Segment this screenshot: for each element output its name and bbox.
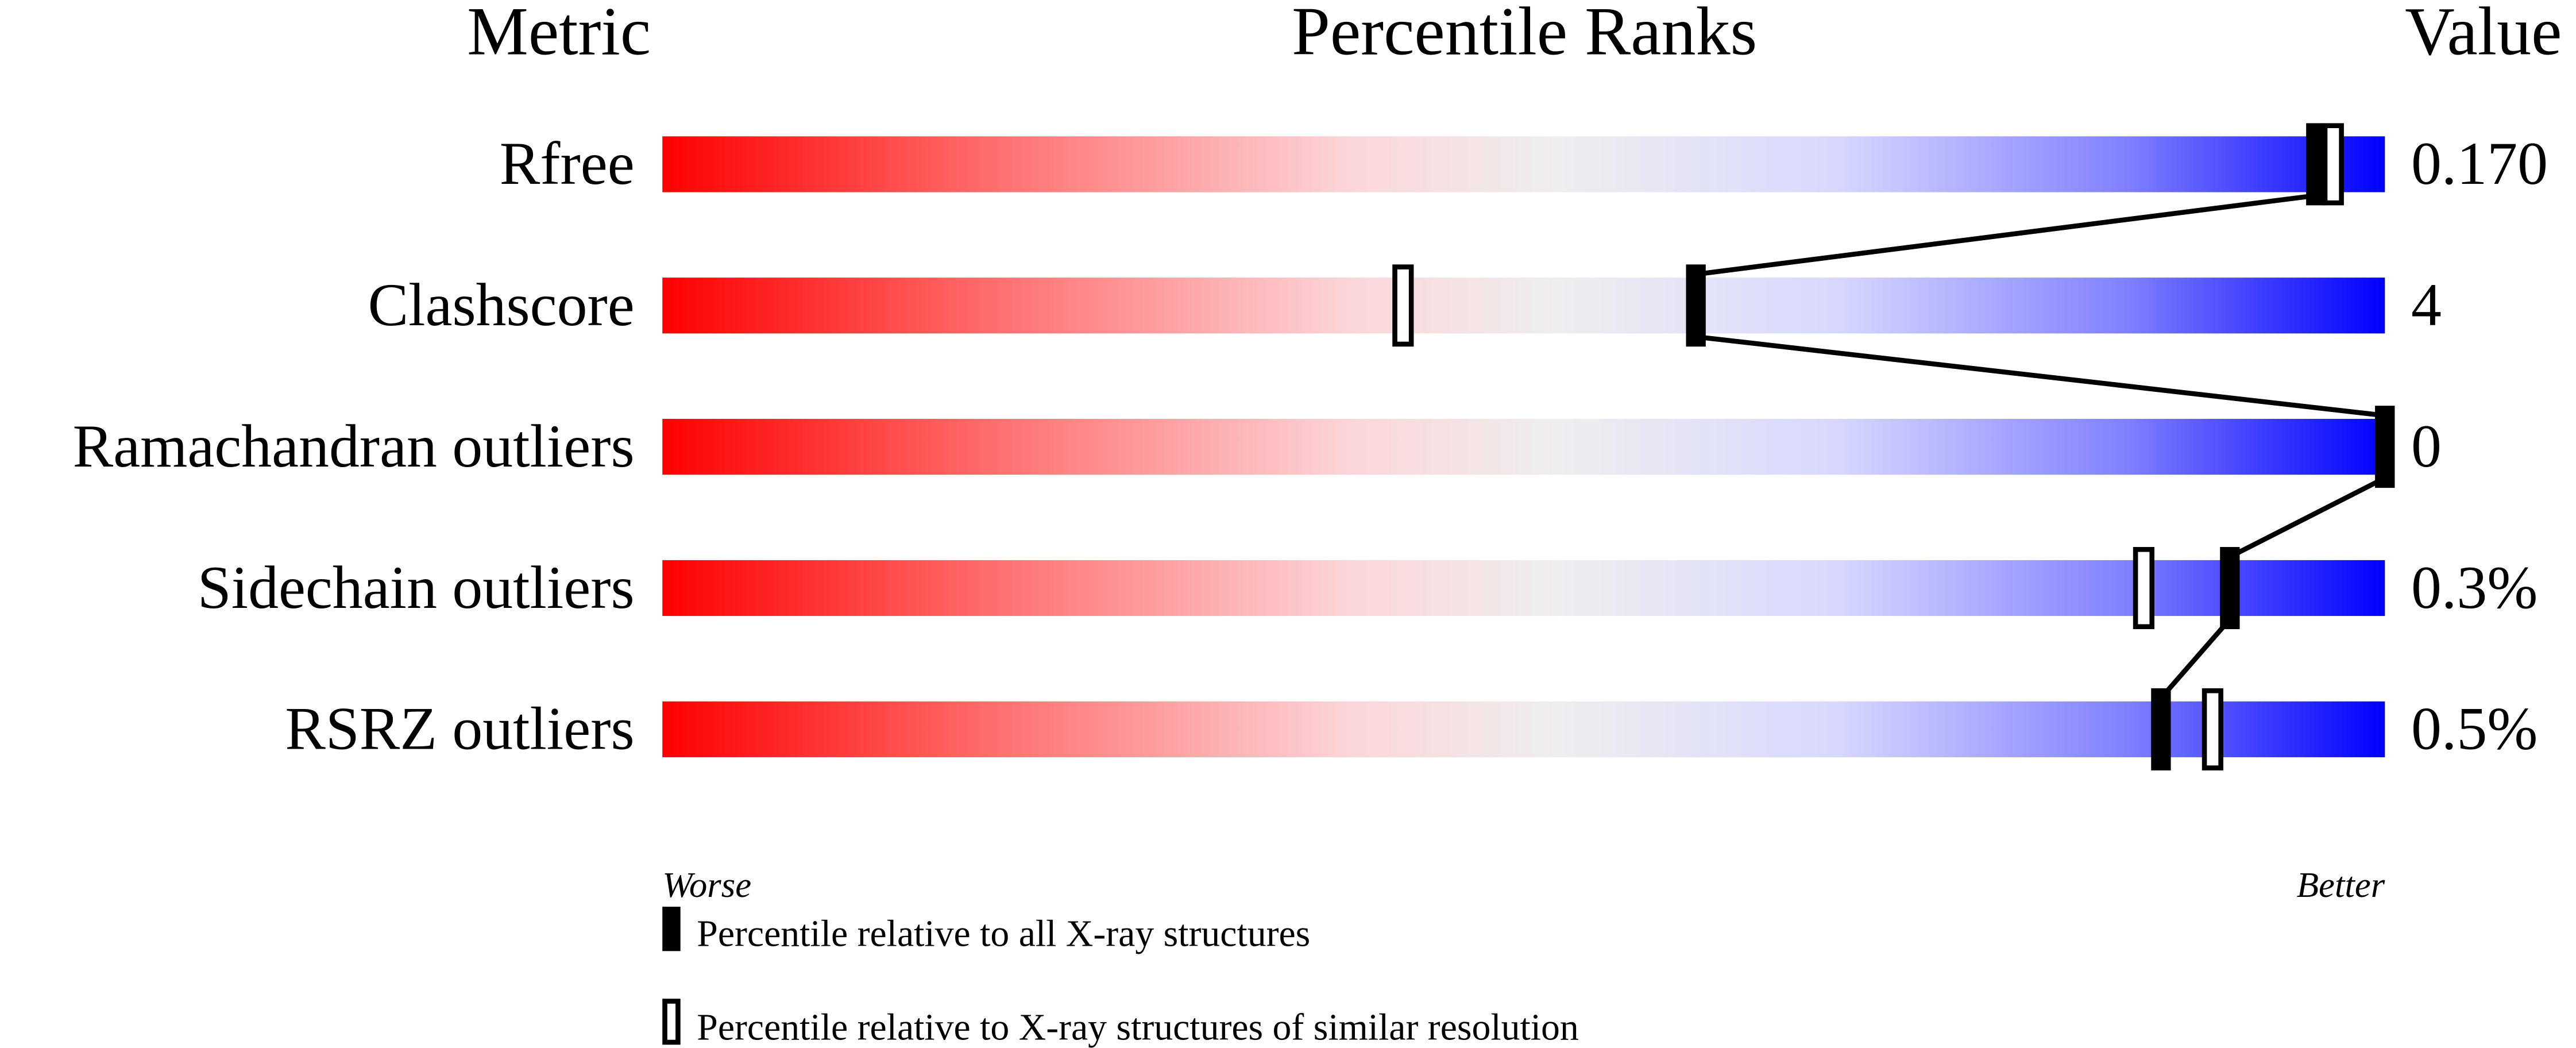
metric-value: 0.5%: [2411, 695, 2538, 762]
marker-similar-resolution: [2202, 688, 2223, 770]
header-percentile-ranks: Percentile Ranks: [1292, 0, 1757, 69]
axis-worse-label: Worse: [662, 865, 751, 905]
metric-label: RSRZ outliers: [285, 695, 634, 762]
legend-similar-label: Percentile relative to X-ray structures …: [697, 1007, 1578, 1048]
connector-line: [2229, 476, 2386, 560]
metric-label: Sidechain outliers: [198, 554, 635, 621]
marker-all-structures: [2151, 688, 2171, 770]
legend-filled-marker: [662, 907, 681, 951]
metric-label: Clashscore: [368, 271, 635, 338]
percentile-bar: [662, 560, 2385, 617]
marker-all-structures: [2375, 406, 2395, 488]
percentile-bar: [662, 419, 2385, 475]
marker-all-structures: [1686, 264, 1706, 347]
legend-hollow-marker: [662, 999, 681, 1045]
metric-value: 4: [2411, 271, 2442, 338]
axis-better-label: Better: [2297, 865, 2385, 905]
connector-line: [1696, 192, 2316, 277]
metric-value: 0: [2411, 413, 2442, 480]
metric-value: 0.170: [2411, 130, 2548, 197]
legend-all-label: Percentile relative to all X-ray structu…: [697, 913, 1310, 955]
header-metric: Metric: [467, 0, 651, 69]
metric-label: Rfree: [500, 130, 635, 197]
marker-similar-resolution: [1392, 264, 1414, 347]
connector-line: [2159, 617, 2232, 700]
percentile-bar: [662, 278, 2385, 334]
percentile-bar: [662, 701, 2385, 757]
marker-similar-resolution: [2133, 547, 2154, 629]
marker-all-structures: [2220, 547, 2240, 629]
metric-value: 0.3%: [2411, 554, 2538, 621]
connector-line: [1696, 334, 2385, 418]
metric-label: Ramachandran outliers: [73, 413, 635, 480]
percentile-bar: [662, 136, 2385, 192]
marker-similar-resolution: [2322, 123, 2344, 206]
header-value: Value: [2405, 0, 2562, 69]
